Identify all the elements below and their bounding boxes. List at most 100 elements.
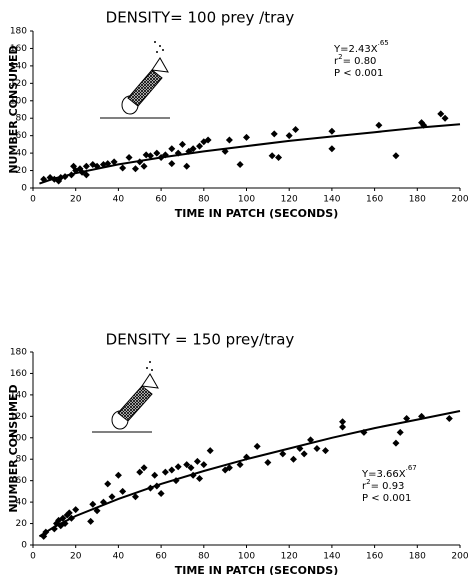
y-tick-label: 160 bbox=[10, 369, 27, 379]
diver-icon bbox=[100, 41, 170, 119]
data-point bbox=[72, 506, 80, 514]
data-point bbox=[183, 162, 191, 170]
x-tick-label: 140 bbox=[323, 195, 340, 205]
y-tick-label: 60 bbox=[16, 131, 28, 141]
r-squared-exponent: 2 bbox=[338, 53, 342, 61]
chart-title: DENSITY = 150 prey/tray bbox=[106, 331, 295, 349]
data-point bbox=[104, 480, 112, 488]
data-point bbox=[236, 461, 244, 469]
fit-curve bbox=[38, 410, 461, 538]
data-point bbox=[119, 487, 127, 495]
data-point bbox=[168, 160, 176, 168]
data-point bbox=[196, 475, 204, 483]
data-point bbox=[392, 152, 400, 160]
y-tick-label: 0 bbox=[21, 184, 27, 194]
data-point bbox=[110, 158, 118, 166]
y-tick-label: 180 bbox=[10, 348, 27, 358]
data-point bbox=[153, 149, 161, 157]
x-tick-label: 120 bbox=[281, 195, 298, 205]
x-tick-label: 140 bbox=[323, 552, 340, 562]
x-tick-label: 160 bbox=[366, 552, 383, 562]
data-point bbox=[151, 471, 159, 479]
x-tick-label: 20 bbox=[70, 552, 82, 562]
data-point bbox=[89, 500, 97, 508]
y-tick-label: 80 bbox=[16, 455, 28, 465]
x-tick-label: 100 bbox=[238, 195, 255, 205]
y-axis-label: NUMBER CONSUMED bbox=[7, 45, 20, 173]
data-point bbox=[168, 466, 176, 474]
data-point bbox=[264, 458, 272, 466]
data-point bbox=[136, 468, 144, 476]
equation: Y=3.66X.67 bbox=[361, 464, 417, 480]
data-point bbox=[328, 127, 336, 135]
data-point bbox=[200, 461, 208, 469]
data-point bbox=[125, 153, 133, 161]
x-tick-label: 180 bbox=[409, 552, 426, 562]
r-squared: r2= 0.80 bbox=[334, 53, 376, 67]
y-tick-label: 140 bbox=[10, 390, 27, 400]
data-point bbox=[87, 517, 95, 525]
data-point bbox=[140, 464, 148, 472]
x-tick-label: 40 bbox=[113, 195, 125, 205]
x-tick-label: 80 bbox=[198, 195, 210, 205]
data-point bbox=[285, 132, 293, 140]
fit-curve bbox=[39, 123, 461, 185]
r-squared-value: = 0.80 bbox=[343, 56, 377, 67]
data-point bbox=[289, 455, 297, 463]
data-point bbox=[146, 152, 154, 160]
data-point bbox=[187, 464, 195, 472]
data-point bbox=[168, 145, 176, 153]
data-point bbox=[236, 160, 244, 168]
data-point bbox=[178, 140, 186, 148]
x-tick-label: 160 bbox=[366, 195, 383, 205]
y-tick-label: 80 bbox=[16, 114, 28, 124]
x-tick-label: 60 bbox=[155, 552, 167, 562]
chart-title: DENSITY= 100 prey /tray bbox=[106, 9, 295, 27]
x-tick-label: 200 bbox=[451, 552, 468, 562]
diver-icon bbox=[92, 361, 159, 433]
y-tick-label: 0 bbox=[21, 541, 27, 551]
y-tick-label: 100 bbox=[10, 433, 27, 443]
data-point bbox=[174, 463, 182, 471]
r-squared-value: = 0.93 bbox=[371, 481, 405, 492]
data-point bbox=[375, 121, 383, 129]
data-point bbox=[206, 447, 214, 455]
p-value: P < 0.001 bbox=[362, 493, 411, 504]
data-point bbox=[403, 414, 411, 422]
x-tick-label: 200 bbox=[451, 195, 468, 205]
y-tick-label: 100 bbox=[10, 96, 27, 106]
data-point bbox=[328, 145, 336, 153]
equation-exponent: .67 bbox=[406, 464, 417, 472]
x-tick-label: 60 bbox=[155, 195, 167, 205]
data-point bbox=[445, 414, 453, 422]
data-point bbox=[82, 162, 90, 170]
x-axis-label: TIME IN PATCH (SECONDS) bbox=[175, 564, 339, 575]
y-tick-label: 140 bbox=[10, 61, 27, 71]
y-tick-label: 20 bbox=[16, 166, 28, 176]
equation-text: Y=2.43X bbox=[333, 44, 378, 55]
data-point bbox=[339, 423, 347, 431]
data-point bbox=[108, 493, 116, 501]
data-point bbox=[437, 110, 445, 118]
data-point bbox=[225, 464, 233, 472]
data-point bbox=[396, 428, 404, 436]
x-tick-label: 100 bbox=[238, 552, 255, 562]
data-point bbox=[119, 164, 127, 172]
data-point bbox=[131, 165, 139, 173]
x-tick-label: 0 bbox=[30, 195, 36, 205]
equation-exponent: .65 bbox=[378, 39, 389, 47]
y-tick-label: 40 bbox=[16, 498, 28, 508]
data-point bbox=[161, 468, 169, 476]
y-tick-label: 180 bbox=[10, 27, 27, 37]
y-tick-label: 160 bbox=[10, 44, 27, 54]
data-point bbox=[268, 152, 276, 160]
data-point bbox=[300, 450, 308, 458]
data-point bbox=[189, 145, 197, 153]
data-point bbox=[140, 162, 148, 170]
data-point bbox=[82, 171, 90, 179]
r-squared-symbol: r bbox=[334, 56, 339, 67]
y-tick-label: 40 bbox=[16, 149, 28, 159]
y-axis-label: NUMBER CONSUMED bbox=[7, 384, 20, 512]
y-tick-label: 120 bbox=[10, 79, 27, 89]
